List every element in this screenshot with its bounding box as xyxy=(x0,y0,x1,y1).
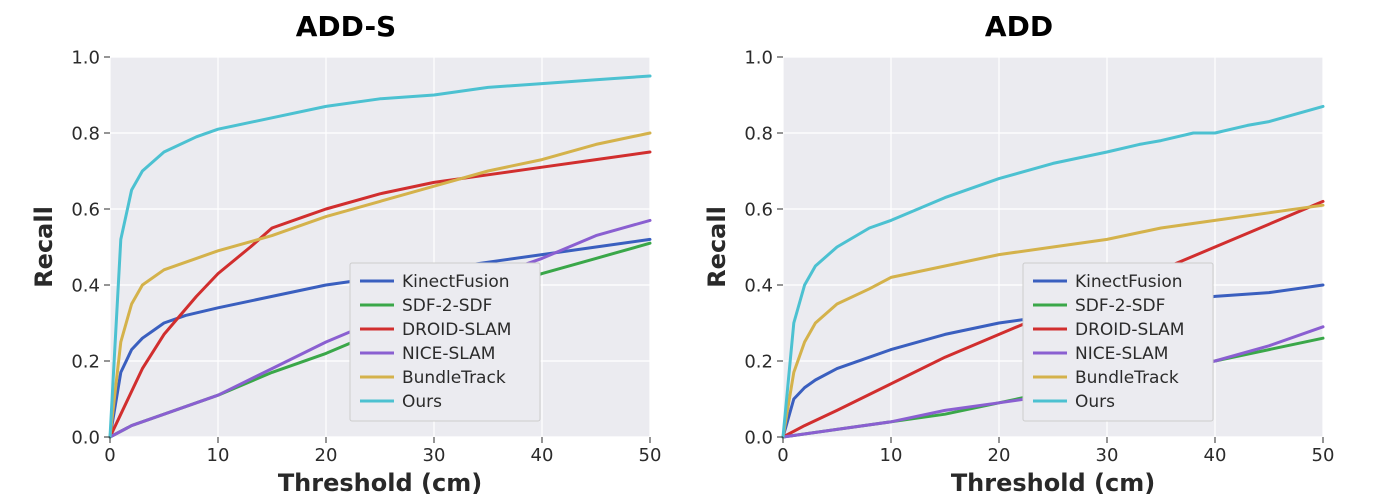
panel-title-add: ADD xyxy=(985,10,1053,43)
plot-add: 0 10 20 30 40 50 0.0 0.2 0.4 0.6 0.8 1.0 Threshold (… xyxy=(683,43,1355,503)
xtick-label: 30 xyxy=(423,445,446,466)
xtick-label: 40 xyxy=(1204,445,1227,466)
svg-adds: 0 10 20 30 40 50 0.0 0.2 0.4 0.6 0.8 1.0 Threshold (… xyxy=(10,43,682,503)
legend-label-sdf2sdf: SDF-2-SDF xyxy=(402,296,492,316)
ytick-label: 0.8 xyxy=(744,123,773,144)
xtick-label: 40 xyxy=(531,445,554,466)
xtick-label: 50 xyxy=(639,445,662,466)
ylabel: Recall xyxy=(703,206,731,288)
xtick-label: 0 xyxy=(104,445,115,466)
panel-adds: ADD-S 0 10 20 30 40 50 0.0 0.2 0.4 0.6 0.8 1.0 Thres… xyxy=(10,10,682,494)
legend-label-niceslam: NICE-SLAM xyxy=(402,344,495,364)
ytick-label: 0.4 xyxy=(71,275,100,296)
ytick-label: 1.0 xyxy=(71,47,100,68)
panel-title-adds: ADD-S xyxy=(296,10,396,43)
ytick-label: 0.2 xyxy=(744,351,773,372)
legend: KinectFusion SDF-2-SDF DROID-SLAM NICE-SLAM… xyxy=(350,263,540,421)
legend-label-droidslam: DROID-SLAM xyxy=(1075,320,1184,340)
xtick-label: 20 xyxy=(988,445,1011,466)
legend-label-kinectfusion: KinectFusion xyxy=(1075,272,1183,292)
xtick-label: 0 xyxy=(777,445,788,466)
legend-label-bundletrack: BundleTrack xyxy=(1075,368,1179,388)
ytick-label: 0.6 xyxy=(71,199,100,220)
panel-add: ADD 0 10 20 30 40 50 0.0 0.2 0.4 0.6 0.8 1.0 Thresho… xyxy=(683,10,1355,494)
ytick-label: 0.6 xyxy=(744,199,773,220)
xtick-label: 10 xyxy=(207,445,230,466)
legend: KinectFusion SDF-2-SDF DROID-SLAM NICE-SLAM… xyxy=(1023,263,1213,421)
xtick-label: 20 xyxy=(315,445,338,466)
legend-label-sdf2sdf: SDF-2-SDF xyxy=(1075,296,1165,316)
ytick-label: 1.0 xyxy=(744,47,773,68)
ytick-label: 0.2 xyxy=(71,351,100,372)
ytick-label: 0.8 xyxy=(71,123,100,144)
ylabel: Recall xyxy=(30,206,58,288)
ytick-label: 0.0 xyxy=(71,427,100,448)
plot-adds: 0 10 20 30 40 50 0.0 0.2 0.4 0.6 0.8 1.0 Threshold (… xyxy=(10,43,682,503)
xlabel: Threshold (cm) xyxy=(278,469,482,497)
legend-label-droidslam: DROID-SLAM xyxy=(402,320,511,340)
legend-label-bundletrack: BundleTrack xyxy=(402,368,506,388)
legend-label-ours: Ours xyxy=(1075,392,1115,412)
xtick-label: 30 xyxy=(1096,445,1119,466)
svg-add: 0 10 20 30 40 50 0.0 0.2 0.4 0.6 0.8 1.0 Threshold (… xyxy=(683,43,1355,503)
xtick-label: 10 xyxy=(880,445,903,466)
xtick-label: 50 xyxy=(1312,445,1335,466)
figure: ADD-S 0 10 20 30 40 50 0.0 0.2 0.4 0.6 0.8 1.0 Thres… xyxy=(0,0,1385,504)
legend-label-kinectfusion: KinectFusion xyxy=(402,272,510,292)
ytick-label: 0.4 xyxy=(744,275,773,296)
ytick-label: 0.0 xyxy=(744,427,773,448)
legend-label-niceslam: NICE-SLAM xyxy=(1075,344,1168,364)
legend-label-ours: Ours xyxy=(402,392,442,412)
xlabel: Threshold (cm) xyxy=(951,469,1155,497)
